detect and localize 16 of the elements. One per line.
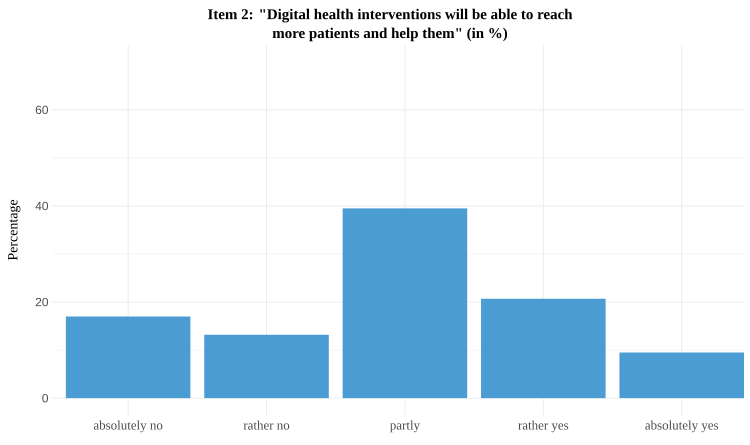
bar [342,208,468,398]
chart-title: Item 2: "Digital health interventions will be able to reach more patients and help them" (in %) [208,8,572,42]
y-tick-label: 40 [35,202,48,210]
bar [481,298,606,398]
y-tick-label: 20 [36,298,48,306]
x-tick-label: partly [390,420,420,432]
bar [66,316,190,398]
x-tick-label: rather no [244,420,290,430]
bar [619,352,744,398]
x-tick-label: absolutely yes [645,420,718,432]
y-tick-label: 0 [42,394,48,402]
x-tick-label: absolutely no [94,420,162,432]
y-tick-label: 60 [36,106,48,114]
x-tick-label: rather yes [518,420,568,432]
y-axis-title: Percentage [8,200,20,260]
bar [204,334,329,398]
